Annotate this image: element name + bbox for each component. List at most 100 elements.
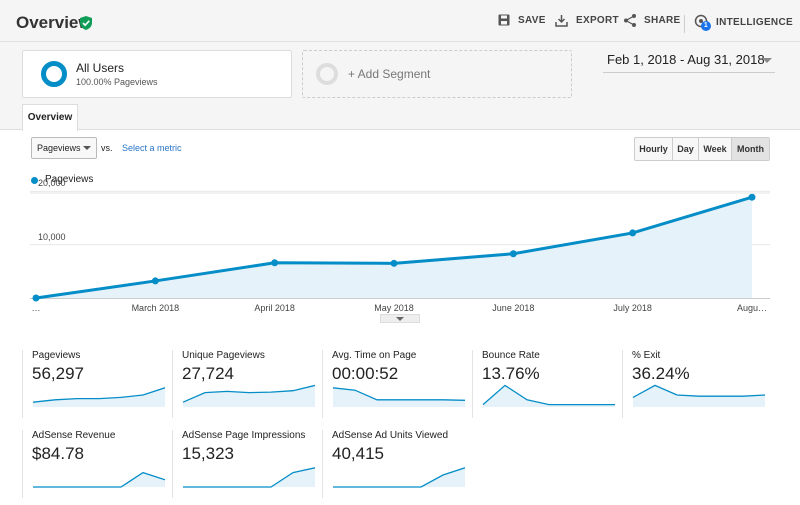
save-button[interactable]: SAVE (498, 14, 546, 26)
metric-sparkline (33, 471, 165, 488)
sparkline-line (333, 467, 465, 488)
add-segment-button[interactable]: + Add Segment (302, 50, 572, 98)
page-header: Overview SAVE EXPORT SHARE (0, 0, 800, 42)
save-label: SAVE (518, 14, 546, 26)
sparkline-area (333, 387, 465, 407)
date-range-underline (603, 72, 775, 73)
data-point-6[interactable] (748, 193, 756, 201)
metric-tile[interactable]: Bounce Rate 13.76% (472, 350, 622, 418)
metric-tile[interactable]: AdSense Ad Units Viewed 40,415 (322, 430, 472, 498)
metric-tile[interactable]: AdSense Revenue $84.78 (22, 430, 172, 498)
metric-tile-value: 00:00:52 (332, 364, 399, 383)
vs-label: vs. (101, 143, 113, 153)
sparkline-line (182, 384, 315, 403)
date-range-dropdown-icon[interactable] (762, 58, 772, 63)
metric-tile-value: 27,724 (182, 364, 234, 383)
sparkline-line (482, 384, 615, 406)
data-point-5[interactable] (629, 229, 637, 237)
sparkline-line (33, 471, 165, 488)
sparkline-area (33, 387, 165, 407)
metric-tile[interactable]: Pageviews 56,297 (22, 350, 172, 418)
data-point-1[interactable] (151, 277, 159, 285)
tab-strip (0, 104, 800, 130)
chart-collapse-handle[interactable] (380, 314, 420, 323)
export-icon (555, 15, 568, 27)
granularity-day-button[interactable]: Day (673, 138, 699, 160)
granularity-hourly-button[interactable]: Hourly (635, 138, 673, 160)
sparkline-area (183, 385, 315, 407)
segment-subtitle: 100.00% Pageviews (76, 77, 158, 87)
x-tick-label: Augu… (736, 303, 768, 313)
data-point-0[interactable] (32, 294, 40, 302)
metric-tile-label: % Exit (632, 350, 661, 361)
legend-pageviews-dot (31, 177, 38, 184)
date-range-picker[interactable]: Feb 1, 2018 - Aug 31, 2018 (607, 52, 765, 67)
metric-sparkline (32, 387, 165, 407)
metric-sparkline (182, 384, 315, 407)
metric-tile[interactable]: % Exit 36.24% (622, 350, 772, 418)
metric-tile-label: AdSense Ad Units Viewed (332, 430, 449, 441)
granularity-week-button[interactable]: Week (699, 138, 732, 160)
verified-shield-icon (80, 16, 92, 30)
metric-tile-value: $84.78 (32, 444, 84, 463)
tab-overview[interactable]: Overview (22, 104, 78, 131)
metric-tile-value: 40,415 (332, 444, 384, 463)
metric-tile-value: 56,297 (32, 364, 84, 383)
sparkline-area (483, 385, 615, 407)
intelligence-badge: 1 (701, 21, 711, 31)
sparkline-line (183, 467, 315, 488)
metric-sparkline (183, 467, 315, 488)
metric-tile-label: Bounce Rate (482, 350, 540, 361)
metric-select[interactable]: Pageviews (31, 137, 97, 159)
sparkline-area (33, 472, 165, 487)
pageviews-chart[interactable] (0, 186, 800, 302)
granularity-toggle: Hourly Day Week Month (634, 137, 770, 161)
export-button[interactable]: EXPORT (555, 14, 619, 27)
sparkline-line (32, 387, 165, 403)
metric-tile-label: Pageviews (32, 350, 81, 361)
collapse-caret-icon (396, 317, 404, 321)
data-point-2[interactable] (271, 259, 279, 267)
y-tick-label: 10,000 (38, 231, 66, 242)
metric-tile[interactable]: AdSense Page Impressions 15,323 (172, 430, 322, 498)
metric-tile[interactable]: Avg. Time on Page 00:00:52 (322, 350, 472, 418)
sparkline-line (332, 387, 465, 401)
x-tick-label: May 2018 (374, 303, 414, 313)
metric-tile-value: 36.24% (632, 364, 690, 383)
metric-tile-label: Avg. Time on Page (332, 350, 417, 361)
metric-tile-label: Unique Pageviews (182, 350, 265, 361)
add-segment-ring-icon (316, 63, 338, 85)
y-tick-label: 20,000 (38, 178, 66, 189)
metric-sparkline (333, 467, 465, 488)
segment-name: All Users (76, 61, 125, 75)
intelligence-icon: 1 (694, 14, 711, 31)
legend-pageviews-label: Pageviews (45, 174, 94, 185)
add-segment-label: + Add Segment (348, 67, 431, 81)
header-divider (684, 15, 685, 33)
select-metric-link[interactable]: Select a metric (122, 143, 182, 153)
metric-tile-value: 13.76% (482, 364, 540, 383)
metric-tile-value: 15,323 (182, 444, 234, 463)
save-icon (498, 14, 510, 26)
metric-sparkline (332, 387, 465, 407)
x-tick-label: … (31, 303, 41, 313)
segment-all-users[interactable]: All Users 100.00% Pageviews (22, 50, 292, 98)
data-point-4[interactable] (509, 250, 517, 258)
x-tick-label: July 2018 (613, 303, 652, 313)
share-label: SHARE (644, 15, 681, 26)
share-button[interactable]: SHARE (624, 14, 681, 27)
data-point-3[interactable] (390, 259, 398, 267)
segment-bar: All Users 100.00% Pageviews + Add Segmen… (0, 42, 800, 104)
sparkline-line (632, 384, 765, 398)
intelligence-button[interactable]: 1 INTELLIGENCE (694, 14, 793, 31)
x-tick-label: March 2018 (131, 303, 180, 313)
share-icon (624, 14, 636, 27)
granularity-month-button[interactable]: Month (732, 138, 769, 160)
metric-tile[interactable]: Unique Pageviews 27,724 (172, 350, 322, 418)
metric-sparkline (482, 384, 615, 407)
metric-sparkline (632, 384, 765, 407)
export-label: EXPORT (576, 15, 619, 26)
x-tick-label: April 2018 (254, 303, 295, 313)
page-title: Overview (16, 13, 92, 32)
segment-ring-icon (41, 61, 67, 87)
